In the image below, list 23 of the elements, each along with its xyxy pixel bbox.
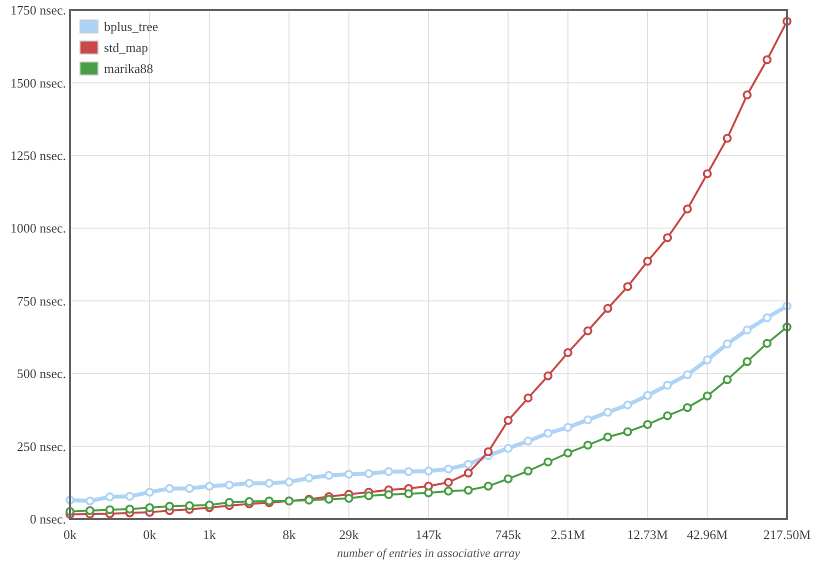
y-tick-label: 1500 nsec. <box>10 75 66 90</box>
legend-label: marika88 <box>104 61 154 76</box>
x-axis-title: number of entries in associative array <box>337 546 521 560</box>
legend-label: std_map <box>104 40 148 55</box>
x-tick-label: 2.51M <box>550 527 586 542</box>
y-tick-label: 1750 nsec. <box>10 2 66 18</box>
y-tick-label: 750 nsec. <box>16 293 66 308</box>
y-tick-label: 500 nsec. <box>16 366 66 382</box>
x-tick-label: 217.50M <box>763 527 812 542</box>
x-tick-label: 147k <box>416 527 442 542</box>
x-tick-label: 745k <box>495 527 522 542</box>
x-tick-label: 29k <box>339 527 360 542</box>
x-tick-label: 1k <box>202 527 216 542</box>
x-tick-label: 12.73M <box>627 527 668 542</box>
x-tick-label: 8k <box>282 527 296 542</box>
legend-label: bplus_tree <box>104 19 158 34</box>
y-tick-label: 0 nsec. <box>30 512 66 527</box>
x-tick-label: 0k <box>64 527 77 542</box>
y-tick-label: 250 nsec. <box>16 438 66 454</box>
x-tick-label: 0k <box>143 527 157 542</box>
y-tick-label: 1000 nsec. <box>10 220 66 236</box>
y-tick-label: 1250 nsec. <box>10 148 66 163</box>
x-tick-label: 42.96M <box>686 527 728 542</box>
